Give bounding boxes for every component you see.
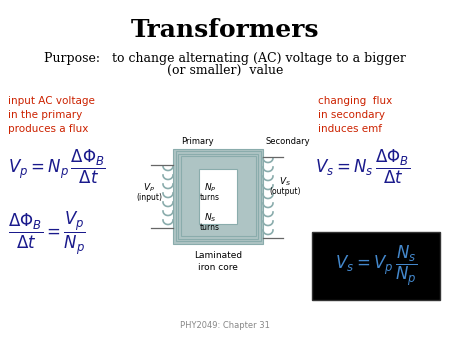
Text: turns: turns — [200, 193, 220, 202]
Text: input AC voltage
in the primary
produces a flux: input AC voltage in the primary produces… — [8, 96, 95, 134]
Text: (input): (input) — [136, 193, 162, 202]
Text: $V_s = N_s\,\dfrac{\Delta\Phi_B}{\Delta t}$: $V_s = N_s\,\dfrac{\Delta\Phi_B}{\Delta … — [315, 148, 410, 186]
Bar — [199, 169, 237, 223]
Text: Primary: Primary — [181, 137, 214, 145]
Text: $N_P$: $N_P$ — [204, 182, 216, 194]
Text: turns: turns — [200, 222, 220, 232]
Text: Secondary: Secondary — [265, 137, 310, 145]
Text: $\dfrac{\Delta\Phi_B}{\Delta t} = \dfrac{V_p}{N_p}$: $\dfrac{\Delta\Phi_B}{\Delta t} = \dfrac… — [8, 210, 86, 257]
Text: Purpose:   to change alternating (AC) voltage to a bigger: Purpose: to change alternating (AC) volt… — [44, 52, 406, 65]
Text: $V_s = V_p\,\dfrac{N_s}{N_p}$: $V_s = V_p\,\dfrac{N_s}{N_p}$ — [335, 244, 417, 288]
Text: $N_S$: $N_S$ — [204, 212, 216, 224]
Text: PHY2049: Chapter 31: PHY2049: Chapter 31 — [180, 321, 270, 330]
Text: (or smaller)  value: (or smaller) value — [167, 64, 283, 77]
Text: Transformers: Transformers — [131, 18, 319, 42]
Text: (output): (output) — [269, 188, 301, 196]
Bar — [312, 232, 440, 300]
Text: $V_p = N_p\,\dfrac{\Delta\Phi_B}{\Delta t}$: $V_p = N_p\,\dfrac{\Delta\Phi_B}{\Delta … — [8, 148, 106, 186]
Bar — [178, 153, 258, 239]
Text: Laminated
iron core: Laminated iron core — [194, 251, 242, 272]
Bar — [176, 151, 261, 241]
Text: $V_P$: $V_P$ — [143, 182, 155, 194]
Text: changing  flux
in secondary
induces emf: changing flux in secondary induces emf — [318, 96, 392, 134]
Bar — [173, 148, 263, 243]
Bar — [180, 156, 256, 236]
Text: $V_S$: $V_S$ — [279, 176, 291, 188]
